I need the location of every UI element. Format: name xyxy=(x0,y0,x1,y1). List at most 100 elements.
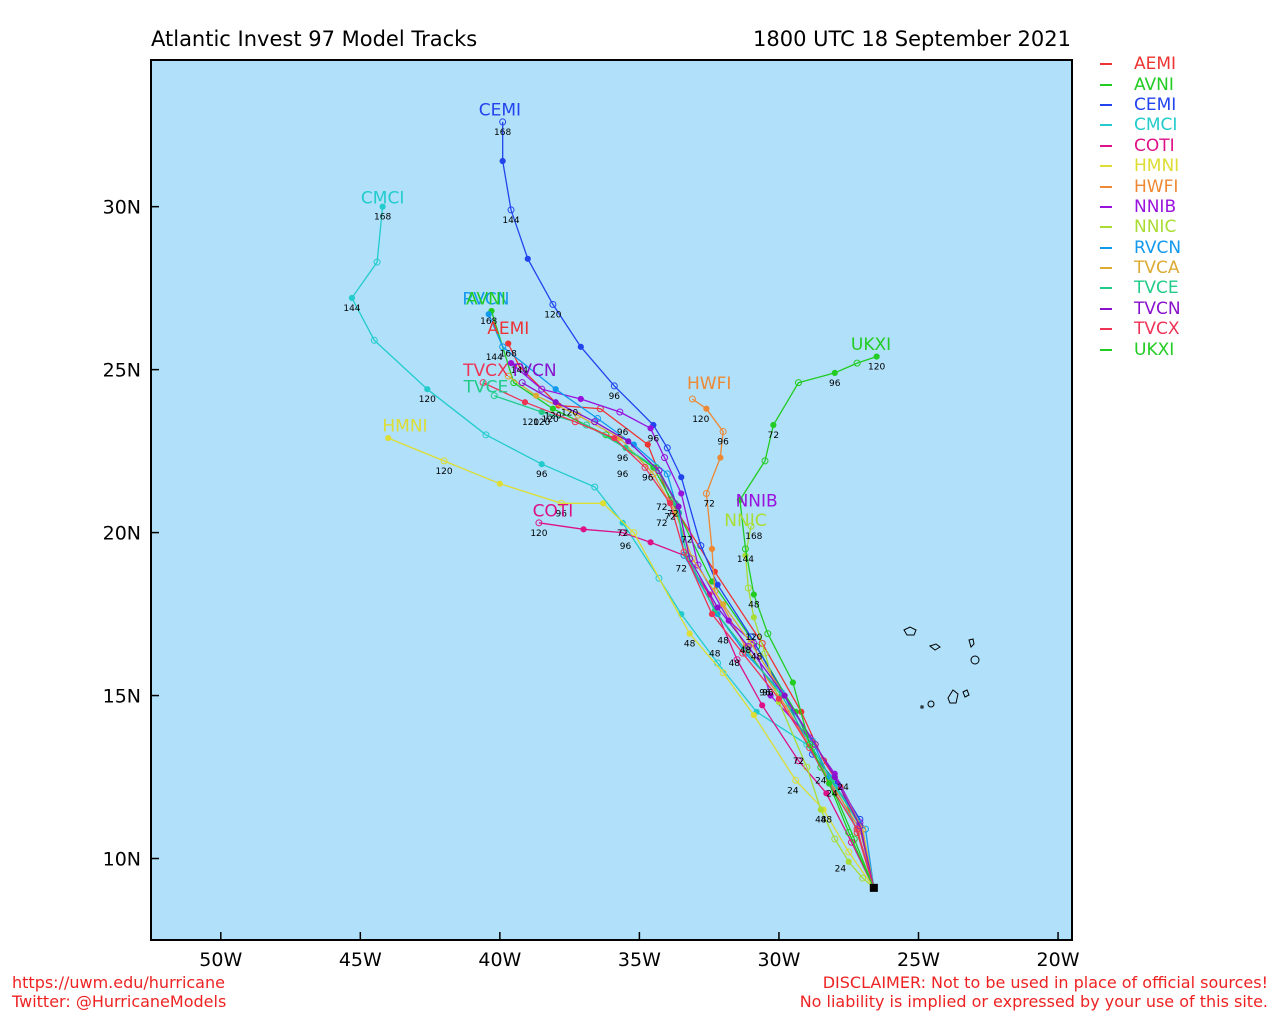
track-point xyxy=(577,395,584,403)
hour-label: 120 xyxy=(542,415,559,425)
disclaimer-line-1: DISCLAIMER: Not to be used in place of o… xyxy=(822,973,1268,992)
track-point xyxy=(775,695,783,702)
x-tick-label: 50W xyxy=(199,949,242,971)
track-line xyxy=(692,398,875,889)
hour-label: 96 xyxy=(617,470,629,480)
hour-label: 168 xyxy=(480,317,497,327)
hour-label: 120 xyxy=(561,408,578,418)
track-point xyxy=(385,434,392,442)
track-point xyxy=(750,591,757,598)
track-point xyxy=(853,359,861,367)
track-point xyxy=(655,467,663,475)
chart-title: Atlantic Invest 97 Model Tracks xyxy=(151,27,478,51)
map-label-nnic: NNIC xyxy=(724,511,766,531)
footer-credits: https://uwm.edu/hurricane Twitter: @Hurr… xyxy=(12,973,226,1011)
hour-label: 72 xyxy=(676,565,687,575)
legend-item-cmci: CMCI xyxy=(1100,115,1181,135)
track-point xyxy=(552,399,559,406)
track-point xyxy=(845,858,852,865)
legend-item-coti: COTI xyxy=(1100,136,1181,156)
track-point xyxy=(616,408,624,416)
hour-label: 48 xyxy=(729,659,741,669)
track-point xyxy=(747,633,755,641)
island-fogo xyxy=(927,700,935,708)
track-point xyxy=(518,379,526,387)
track-point xyxy=(831,369,838,376)
track-point xyxy=(817,806,824,813)
track-point xyxy=(610,382,618,390)
legend-swatch xyxy=(1100,144,1112,147)
map-label-cmci: CMCI xyxy=(361,188,404,208)
track-point xyxy=(831,835,839,843)
track-point xyxy=(717,454,724,461)
hour-label: 120 xyxy=(692,415,709,425)
track-point xyxy=(719,428,727,436)
map-label-tvce: TVCE xyxy=(463,377,509,397)
legend-label: CMCI xyxy=(1134,115,1178,136)
hour-label: 144 xyxy=(502,216,519,226)
track-point xyxy=(499,157,506,165)
track-line xyxy=(538,522,875,889)
track-point xyxy=(373,258,381,266)
hour-label: 72 xyxy=(681,535,692,545)
track-point xyxy=(647,539,654,546)
legend-label: TVCE xyxy=(1134,278,1179,299)
legend-label: RVCN xyxy=(1134,237,1182,258)
track-point xyxy=(794,379,802,387)
track-point xyxy=(845,848,853,856)
track-point xyxy=(379,203,386,210)
track-point xyxy=(485,311,492,318)
track-point xyxy=(803,763,811,771)
track-point xyxy=(806,740,814,748)
legend-label: NNIB xyxy=(1134,196,1177,217)
track-point xyxy=(781,692,788,699)
track-point xyxy=(524,255,531,262)
hour-label: 24 xyxy=(815,777,827,787)
legend-item-nnic: NNIC xyxy=(1100,217,1181,237)
track-point xyxy=(611,434,618,442)
legend-label: TVCN xyxy=(1134,298,1181,319)
track-point xyxy=(644,441,651,448)
track-point xyxy=(675,503,682,510)
track-point xyxy=(482,431,490,439)
track-point xyxy=(741,545,749,553)
track-point xyxy=(655,574,663,582)
disclaimer-line-2: No liability is implied or expressed by … xyxy=(799,992,1268,1011)
track-point xyxy=(499,118,507,126)
hour-label: 72 xyxy=(667,509,678,519)
track-point xyxy=(440,457,448,465)
map-label-tvcn: TVCN xyxy=(509,361,557,381)
legend-item-tvcx: TVCX xyxy=(1100,319,1181,339)
legend-swatch xyxy=(1100,165,1112,168)
track-tvcn xyxy=(518,379,875,889)
track-point xyxy=(794,757,802,765)
track-point xyxy=(761,649,769,657)
hour-label: 144 xyxy=(511,366,528,376)
footer-url[interactable]: https://uwm.edu/hurricane xyxy=(12,973,225,992)
track-point xyxy=(873,353,880,360)
legend-item-tvcn: TVCN xyxy=(1100,299,1181,319)
legend-item-aemi: AEMI xyxy=(1100,54,1181,74)
x-axis: 50W 45W 40W 35W 30W 25W 20W xyxy=(199,932,1080,971)
track-point xyxy=(714,581,721,588)
footer-twitter[interactable]: Twitter: @HurricaneModels xyxy=(12,992,227,1011)
hour-label: 120 xyxy=(419,395,436,405)
track-point xyxy=(859,874,867,882)
x-tick-label: 40W xyxy=(478,949,521,971)
hour-label: 120 xyxy=(544,412,561,422)
track-point xyxy=(708,610,716,618)
track-point xyxy=(703,405,710,412)
hour-label: 72 xyxy=(656,503,667,513)
y-tick-label: 25N xyxy=(103,360,141,382)
track-point xyxy=(747,522,755,530)
legend-label: COTI xyxy=(1134,135,1175,156)
track-point xyxy=(557,499,565,507)
hour-label: 96 xyxy=(642,473,654,483)
hour-label: 96 xyxy=(648,434,660,444)
track-point xyxy=(649,470,657,478)
track-point xyxy=(708,545,716,552)
track-point xyxy=(845,828,853,836)
legend-label: TVCX xyxy=(1134,319,1180,340)
track-point xyxy=(504,372,512,380)
chart-timestamp: 1800 UTC 18 September 2021 xyxy=(752,27,1071,51)
